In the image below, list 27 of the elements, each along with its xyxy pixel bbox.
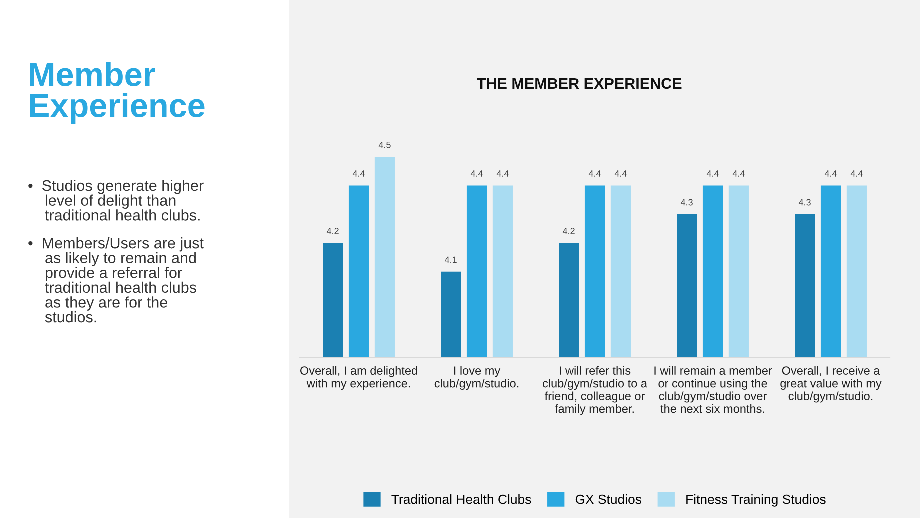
data-label: 4.4 (352, 170, 366, 177)
data-label: 4.5 (378, 142, 391, 148)
x-tick-label: Overall, I am delighted with my experience. (300, 366, 418, 390)
data-label: 4.4 (706, 170, 720, 177)
chart-title: THE MEMBER EXPERIENCE (477, 78, 682, 90)
data-label: 4.3 (680, 199, 693, 206)
data-label: 4.2 (562, 228, 575, 234)
data-label: 4.4 (732, 170, 745, 177)
data-label: 4.4 (496, 170, 509, 177)
x-tick-label: Overall, I receive a great value with my club/gym/studio. (780, 366, 882, 403)
legend-label: Fitness Training Studios (686, 494, 826, 507)
x-tick-label: I will remain a member or continue using the club/gym/studio over the next six months. (654, 366, 772, 414)
data-label: 4.4 (614, 170, 627, 177)
legend-label: Traditional Health Clubs (392, 494, 532, 504)
data-label: 4.1 (444, 256, 457, 264)
data-label: 4.4 (588, 170, 602, 177)
data-label: 4.3 (798, 199, 811, 206)
legend-label: GX Studios (576, 494, 642, 504)
data-label: 4.4 (470, 170, 484, 177)
text: Member Experience (30, 62, 205, 124)
text: • Studios generate higher level of delight than traditional health clubs. (28, 180, 204, 221)
data-label: 4.2 (326, 228, 339, 234)
data-label: 4.4 (824, 170, 838, 177)
x-tick-label: I will refer this club/gym/studio to a friend, colleague or family member. (543, 366, 648, 416)
x-tick-label: I love my club/gym/studio. (434, 366, 519, 390)
data-label: 4.4 (850, 170, 863, 177)
text: • Members/Users are just as likely to remain and provide a referral for traditional health clubs as they are for the studios. (28, 238, 204, 323)
